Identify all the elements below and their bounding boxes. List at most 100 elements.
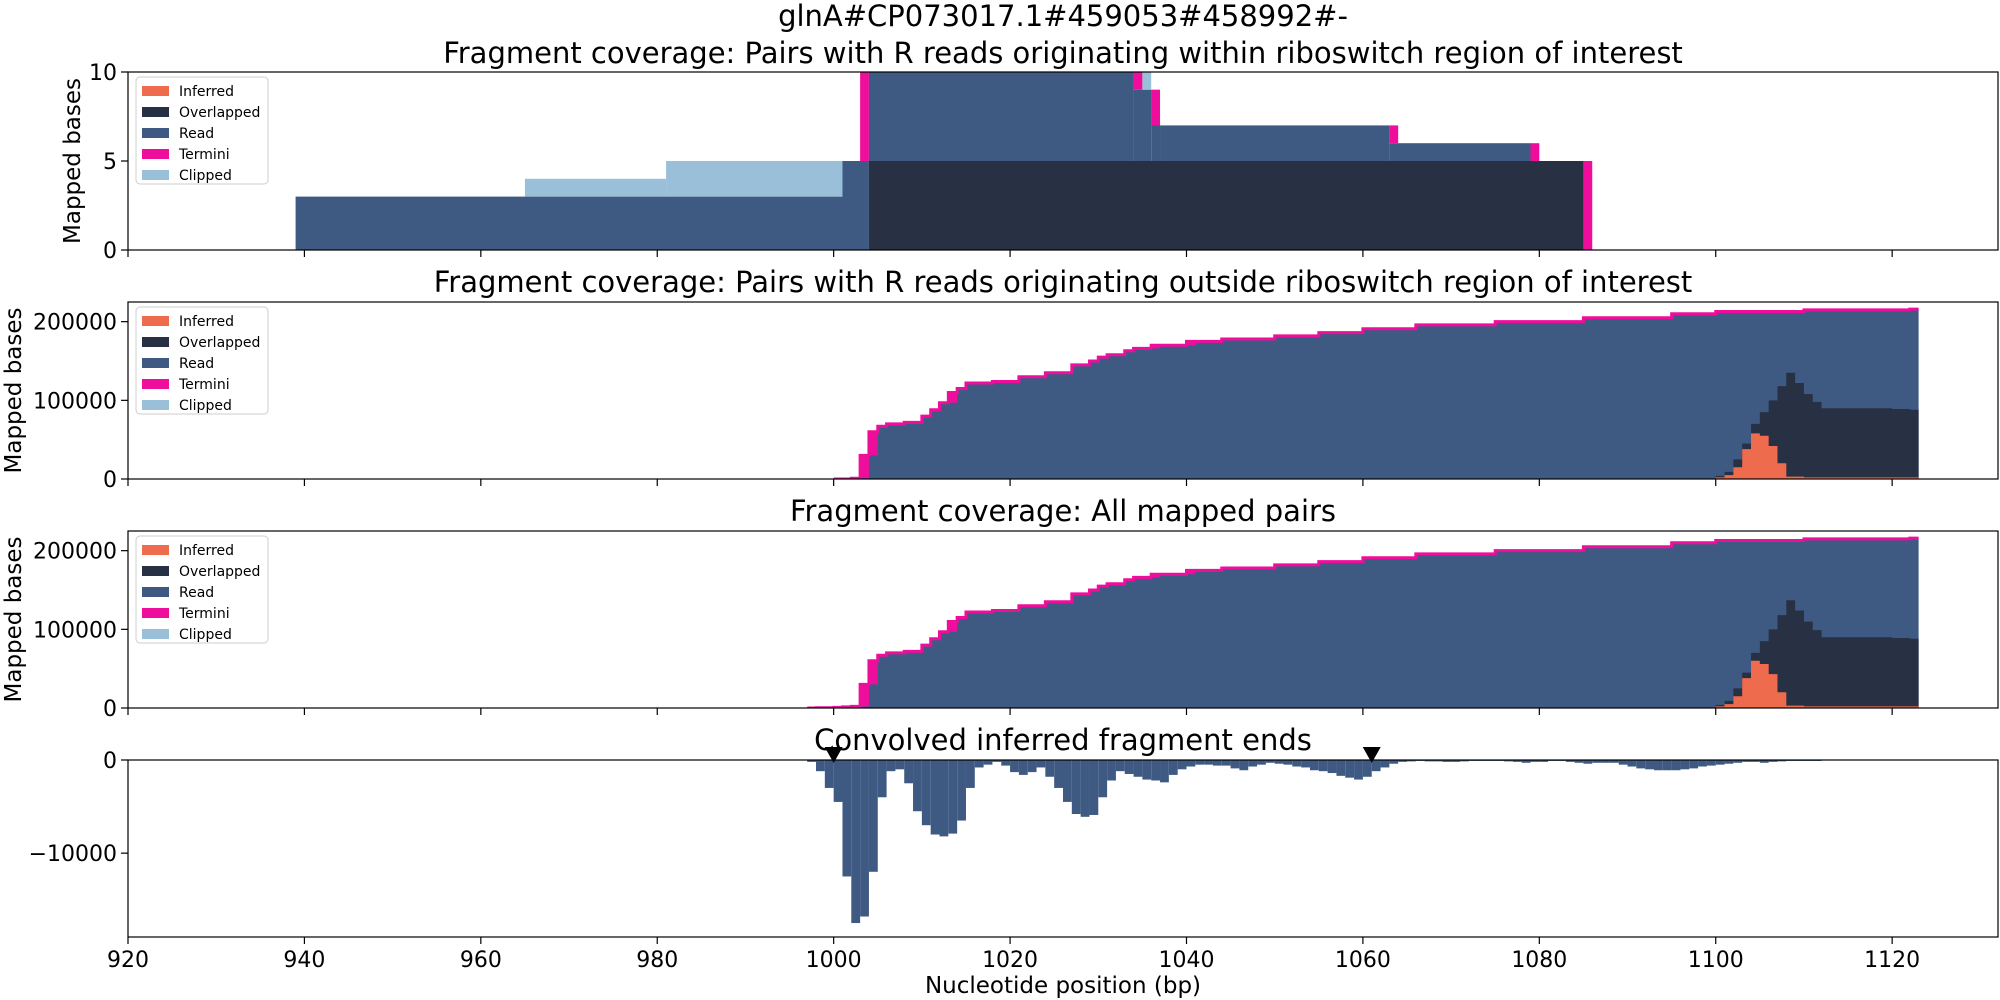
convolved-bar — [957, 760, 966, 821]
legend-label-read: Read — [179, 126, 214, 142]
convolved-bar — [1204, 760, 1213, 765]
inferred-area — [1706, 660, 1919, 708]
legend-label-clipped: Clipped — [179, 168, 232, 184]
convolved-bar — [1001, 760, 1011, 766]
convolved-bar — [1177, 760, 1187, 770]
termini-bar — [948, 392, 958, 403]
convolved-bar — [1715, 760, 1725, 765]
convolved-bar — [1618, 760, 1628, 765]
y-tick-label: 0 — [103, 697, 117, 722]
legend-label-overlapped: Overlapped — [179, 564, 260, 580]
convolved-bar — [983, 760, 993, 765]
convolved-bar — [1257, 760, 1266, 765]
convolved-bar — [1442, 760, 1452, 762]
convolved-bar — [1698, 760, 1707, 767]
convolved-bar — [1336, 760, 1346, 776]
convolved-bar — [1609, 760, 1619, 763]
inferred-end-marker — [1362, 747, 1381, 763]
legend-swatch-termini — [142, 608, 169, 618]
convolved-bar — [1671, 760, 1681, 771]
convolved-bar — [1089, 760, 1099, 815]
coverage-read-bar — [295, 196, 843, 250]
panel-ylabel: Mapped bases — [1, 536, 27, 702]
coverage-clipped-bar — [524, 178, 667, 197]
inferred-end-marker — [824, 747, 843, 763]
convolved-bar — [1248, 760, 1258, 767]
coverage-clipped-bar — [666, 161, 843, 197]
coverage-read-bar — [868, 72, 1134, 161]
convolved-bar — [1098, 760, 1108, 798]
convolved-bar — [1133, 760, 1143, 777]
x-tick-label: 1080 — [1511, 948, 1567, 973]
convolved-bar — [816, 760, 825, 772]
x-tick-label: 1060 — [1335, 948, 1391, 973]
coverage-read-bar — [842, 161, 869, 250]
convolved-bar — [1142, 760, 1152, 780]
x-tick-label: 960 — [460, 948, 502, 973]
x-tick-label: 980 — [636, 948, 678, 973]
convolved-bar — [1115, 760, 1125, 772]
convolved-bar — [939, 760, 949, 837]
x-tick-label: 1000 — [806, 948, 862, 973]
y-tick-label: 200000 — [33, 311, 117, 336]
y-tick-label: 0 — [103, 749, 117, 774]
convolved-bar — [1424, 760, 1434, 762]
coverage-read-bar — [1133, 89, 1152, 161]
legend-swatch-clipped — [142, 400, 169, 410]
convolved-bar — [1212, 760, 1222, 766]
inferred-area — [1706, 433, 1919, 479]
convolved-bar — [1380, 760, 1390, 768]
legend-swatch-overlapped — [142, 337, 169, 347]
termini-bar — [1151, 574, 1161, 578]
convolved-bar — [1221, 760, 1231, 766]
plot-area — [295, 72, 1593, 250]
panel-title: Fragment coverage: All mapped pairs — [790, 494, 1336, 528]
termini-bar — [948, 621, 958, 632]
convolved-bar — [1054, 760, 1063, 788]
convolved-bar — [1186, 760, 1196, 767]
convolved-bar — [930, 760, 940, 835]
axes-frame — [127, 530, 1999, 709]
convolved-bar — [1574, 760, 1584, 763]
convolved-bar — [1689, 760, 1699, 769]
convolved-bar — [1768, 760, 1778, 762]
panel-title: Fragment coverage: Pairs with R reads or… — [443, 36, 1683, 70]
convolved-bar — [1680, 760, 1690, 770]
convolved-bar — [1018, 760, 1028, 775]
convolved-bar — [1451, 760, 1460, 762]
convolved-bar — [1036, 760, 1046, 768]
panel-4-convolved-ends: Convolved inferred fragment ends 0 −10000 9… — [29, 723, 1999, 973]
convolved-bar — [1283, 760, 1293, 765]
convolved-bar — [1530, 760, 1540, 762]
legend-swatch-inferred — [142, 86, 169, 96]
coverage-termini-bar — [1133, 72, 1143, 90]
x-tick-label: 1020 — [982, 948, 1038, 973]
coverage-termini-bar — [1151, 89, 1161, 126]
legend-label-overlapped: Overlapped — [179, 335, 260, 351]
axes-frame — [127, 301, 1999, 480]
convolved-bar — [1521, 760, 1531, 763]
convolved-bar — [842, 760, 852, 877]
termini-bar — [860, 455, 869, 479]
read-area — [807, 538, 1919, 708]
convolved-bar — [948, 760, 958, 834]
plot-area — [807, 536, 1919, 708]
convolved-bar — [1751, 760, 1760, 762]
convolved-bar — [1742, 760, 1752, 762]
convolved-bar — [904, 760, 914, 784]
convolved-bar — [1398, 760, 1408, 762]
convolved-bar — [1063, 760, 1072, 802]
convolved-bar — [992, 760, 1002, 762]
convolved-bar — [974, 760, 984, 768]
convolved-bar — [1371, 760, 1381, 772]
convolved-bar — [1627, 760, 1637, 767]
x-tick-label: 1100 — [1688, 948, 1744, 973]
convolved-bar — [1107, 760, 1116, 781]
legend-swatch-read — [142, 587, 169, 597]
legend-swatch-termini — [142, 379, 169, 389]
y-tick-label: 0 — [103, 239, 117, 264]
convolved-bar — [1583, 760, 1593, 764]
convolved-bar — [1354, 760, 1363, 780]
convolved-bar — [895, 760, 905, 770]
convolved-bar — [1071, 760, 1081, 815]
